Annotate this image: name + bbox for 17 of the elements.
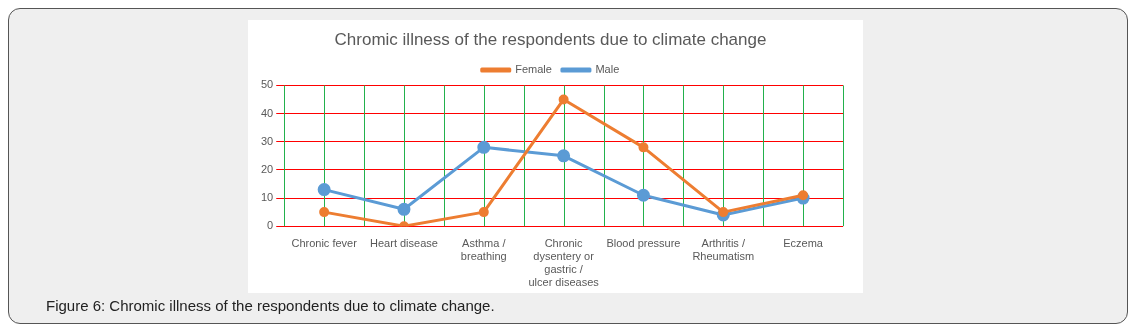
caption: Figure 6: Chromic illness of the respondents due to climate change. [46, 297, 495, 314]
x-tick-label: Heart disease [370, 236, 438, 249]
x-tick-label: Chronic fever [291, 236, 358, 249]
y-tick-label: 10 [260, 191, 274, 204]
y-tick-label: 50 [260, 78, 274, 91]
x-tick-label: Asthma / breathing [460, 236, 507, 263]
legend-label: Female [515, 62, 552, 75]
y-tick-label: 20 [260, 162, 274, 175]
x-tick-label: Chronic dysentery or gastric / ulcer diseases [528, 236, 600, 289]
chart-title: Chromic illness of the respondents due to climate change [334, 29, 767, 49]
x-tick-label: Eczema [783, 236, 824, 249]
x-tick-label: Arthritis / Rheumatism [692, 236, 755, 263]
y-tick-label: 30 [260, 134, 274, 147]
x-tick-label: Blood pressure [606, 236, 681, 249]
legend-label: Male [595, 62, 620, 75]
y-tick-label: 0 [267, 219, 274, 232]
y-tick-label: 40 [260, 106, 274, 119]
